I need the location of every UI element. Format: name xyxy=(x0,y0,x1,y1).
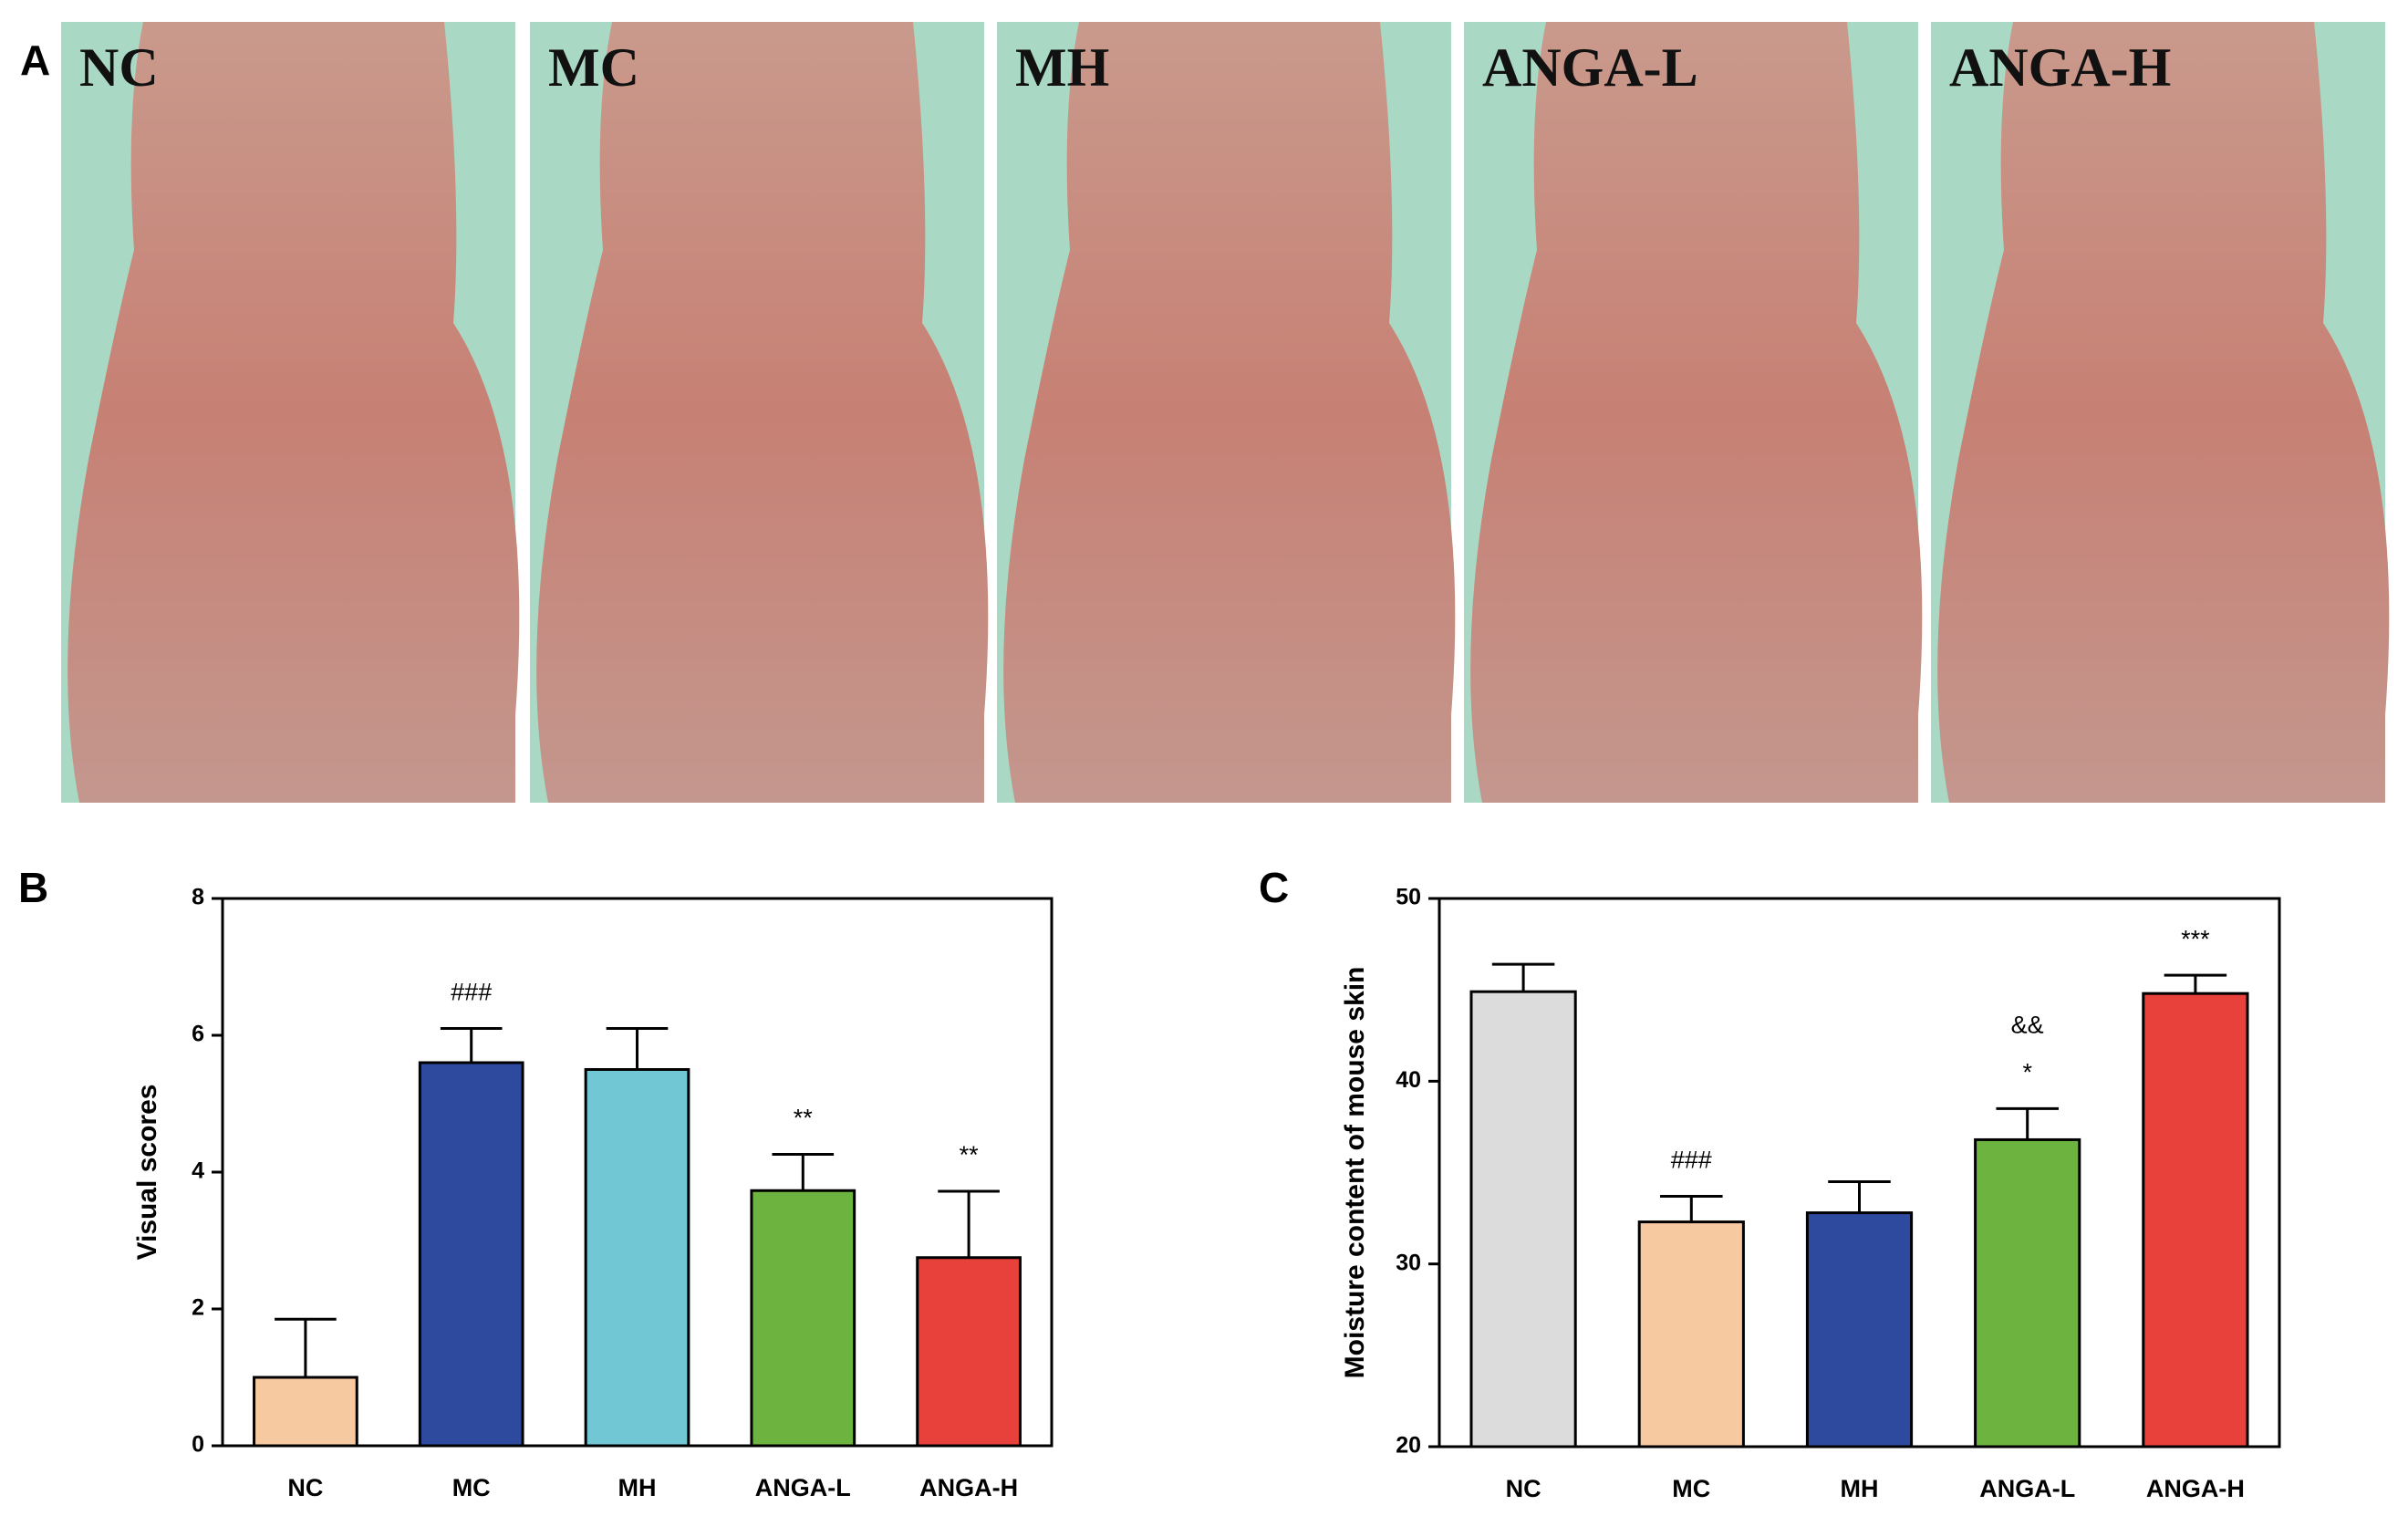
plot-frame xyxy=(1438,897,2281,1449)
bar xyxy=(1469,990,1577,1449)
photo xyxy=(1464,22,1923,803)
significance-label: ### xyxy=(1671,1147,1712,1174)
error-bar xyxy=(772,1153,835,1191)
y-tick-label: 20 xyxy=(1396,1433,1421,1459)
x-tick-label: MC xyxy=(452,1474,491,1501)
y-tick-label: 30 xyxy=(1396,1250,1421,1275)
significance-label: ### xyxy=(451,979,492,1006)
error-bar xyxy=(1660,1195,1723,1222)
x-tick-label: MH xyxy=(1841,1475,1879,1502)
y-tick-label: 8 xyxy=(192,885,204,910)
photo xyxy=(997,22,1456,803)
error-bar xyxy=(275,1317,337,1377)
x-tick-label: MC xyxy=(1672,1475,1710,1502)
photo xyxy=(61,22,520,803)
significance-label: ** xyxy=(794,1105,814,1132)
y-tick-label: 2 xyxy=(192,1295,204,1321)
bar xyxy=(1974,1137,2081,1449)
photo-label: MH xyxy=(1015,37,1109,98)
photo xyxy=(1931,22,2390,803)
panel-letter: B xyxy=(18,864,48,911)
x-tick-label: NC xyxy=(287,1474,323,1501)
significance-label: && xyxy=(2011,1012,2044,1039)
significance-label: *** xyxy=(2181,925,2210,952)
plot-frame xyxy=(221,897,1054,1448)
error-bar xyxy=(606,1027,669,1070)
x-tick-label: NC xyxy=(1506,1475,1541,1502)
bar xyxy=(1805,1211,1914,1449)
bar xyxy=(750,1189,856,1448)
bar xyxy=(916,1256,1022,1448)
photo xyxy=(530,22,989,803)
photo-label: MC xyxy=(548,37,639,98)
y-axis-label: Moisture content of mouse skin xyxy=(1340,967,1370,1379)
error-bar xyxy=(1491,962,1555,992)
panel-letter: A xyxy=(20,36,50,84)
panel-letter: C xyxy=(1259,864,1289,911)
significance-label: * xyxy=(2022,1059,2032,1086)
x-tick-label: ANGA-H xyxy=(2146,1475,2245,1502)
y-tick-label: 0 xyxy=(192,1432,204,1458)
x-tick-label: ANGA-H xyxy=(919,1474,1018,1501)
bar xyxy=(2142,992,2249,1449)
x-tick-label: ANGA-L xyxy=(1979,1475,2075,1502)
photo-label: ANGA-H xyxy=(1949,37,2171,98)
y-tick-label: 6 xyxy=(192,1022,204,1047)
photo-label: ANGA-L xyxy=(1482,37,1698,98)
error-bar xyxy=(440,1027,503,1063)
bar xyxy=(418,1061,524,1448)
y-tick-label: 40 xyxy=(1396,1067,1421,1093)
y-axis-label: Visual scores xyxy=(132,1085,162,1261)
bar xyxy=(253,1376,358,1448)
error-bar xyxy=(1996,1106,2059,1140)
photo-label: NC xyxy=(79,37,159,98)
x-tick-label: ANGA-L xyxy=(755,1474,851,1501)
bar xyxy=(584,1068,690,1448)
y-tick-label: 4 xyxy=(192,1158,204,1184)
error-bar xyxy=(938,1189,1000,1258)
error-bar xyxy=(1828,1180,1891,1213)
error-bar xyxy=(2164,973,2227,994)
bar xyxy=(1637,1220,1745,1449)
significance-label: ** xyxy=(960,1141,980,1168)
y-tick-label: 50 xyxy=(1396,885,1421,910)
x-tick-label: MH xyxy=(618,1474,657,1501)
